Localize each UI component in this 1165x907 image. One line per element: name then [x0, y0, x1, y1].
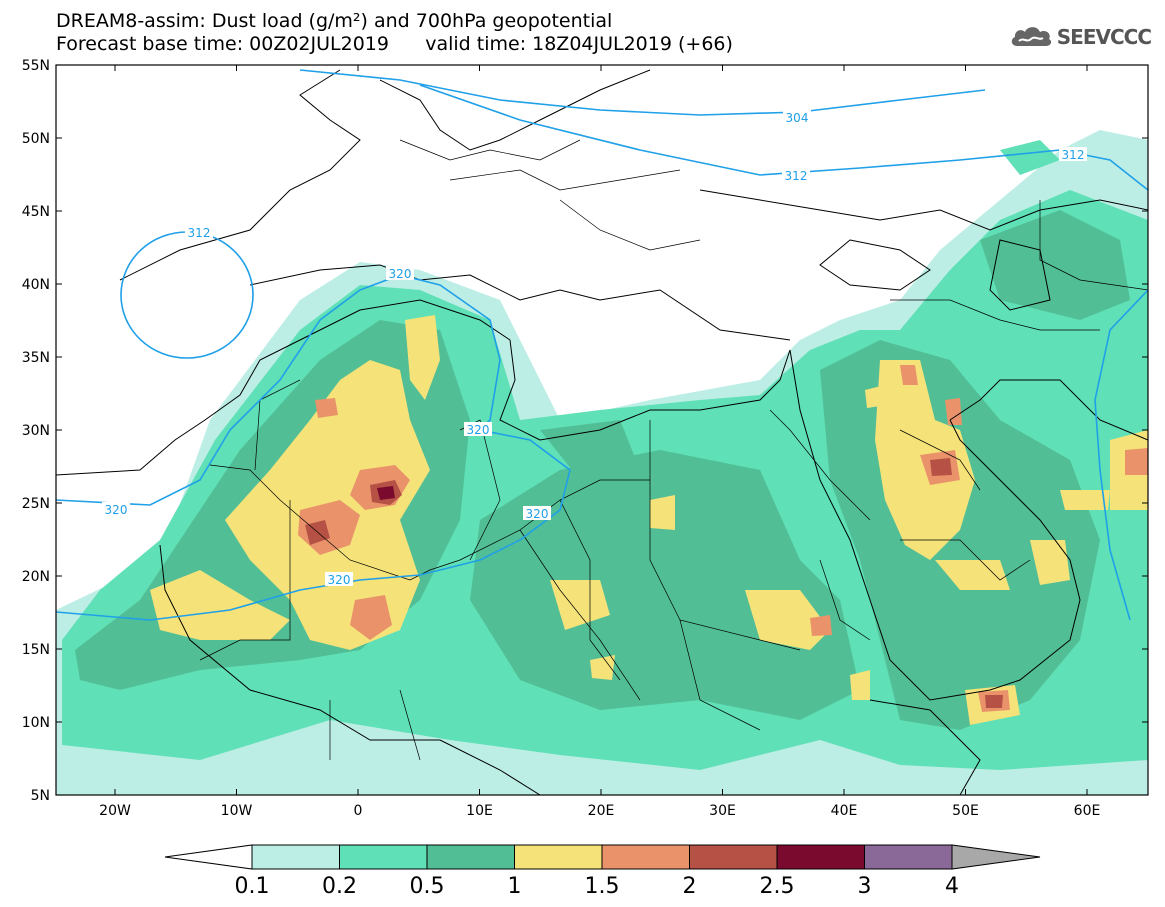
contour-label-bg [464, 422, 492, 436]
lat-label: 35N [22, 350, 50, 366]
valid-time: valid time: 18Z04JUL2019 (+66) [425, 33, 733, 55]
cloud-icon [1011, 27, 1051, 46]
colorbar-label: 3 [858, 874, 872, 899]
contour-label-bg [102, 502, 130, 516]
lat-label: 20N [22, 569, 50, 585]
chart-title: DREAM8-assim: Dust load (g/m²) and 700hP… [56, 10, 613, 32]
colorbar-label: 1.5 [585, 874, 620, 899]
colorbar-label: 2 [683, 874, 697, 899]
lon-label: 20E [588, 803, 615, 819]
contour-label: 320 [467, 423, 490, 437]
contour-label: 320 [105, 503, 128, 517]
lat-label: 50N [22, 131, 50, 147]
lon-label: 10W [221, 803, 253, 819]
lon-label: 50E [952, 803, 979, 819]
contour-label-bg [782, 168, 810, 182]
logo-text: SEEVCCC [1056, 25, 1152, 49]
seevccc-logo: SEEVCCC [1009, 24, 1152, 50]
dust-shading-2.5 [377, 486, 395, 500]
colorbar-swatch [864, 844, 953, 870]
lat-label: 25N [22, 496, 50, 512]
colorbar-label: 0.1 [235, 874, 270, 899]
colorbar-arrow-left [164, 844, 253, 870]
contour-label: 320 [389, 267, 412, 281]
contour-label-bg [386, 266, 414, 280]
colorbar-arrow-right [951, 844, 1041, 870]
contour-label-bg [185, 225, 213, 239]
colorbar-label: 0.2 [322, 874, 357, 899]
chart-subtitle: Forecast base time: 00Z02JUL2019 valid t… [56, 34, 733, 54]
forecast-base-time: Forecast base time: 00Z02JUL2019 [56, 33, 389, 55]
contour-label: 320 [526, 507, 549, 521]
colorbar-swatch [339, 844, 428, 870]
colorbar-label: 0.5 [410, 874, 445, 899]
colorbar-swatch [601, 844, 690, 870]
contour-label-bg [325, 572, 353, 586]
lat-label: 10N [22, 715, 50, 731]
longitude-labels: 20W 10W 0 10E 20E 30E 40E 50E 60E [99, 803, 1100, 819]
contour-label-bg [523, 506, 551, 520]
colorbar-swatch [426, 844, 515, 870]
contour-label-bg [1059, 147, 1087, 161]
colorbar-swatch [689, 844, 778, 870]
contour-label: 304 [786, 111, 809, 125]
colorbar-label: 1 [508, 874, 522, 899]
colorbar-label: 2.5 [760, 874, 795, 899]
lat-label: 45N [22, 204, 50, 220]
country-borders [199, 139, 1148, 761]
lat-label: 55N [22, 58, 50, 74]
colorbar-swatch [251, 844, 340, 870]
lon-label: 20W [99, 803, 131, 819]
lat-label: 40N [22, 277, 50, 293]
lat-label: 15N [22, 642, 50, 658]
lat-label: 30N [22, 423, 50, 439]
colorbar-swatch [514, 844, 603, 870]
contour-label-bg [783, 110, 811, 124]
colorbar: 0.1 0.2 0.5 1 1.5 2 2.5 3 4 [164, 844, 1041, 899]
latitude-labels: 55N 50N 45N 40N 35N 30N 25N 20N 15N 10N 5N [22, 58, 50, 804]
lon-label: 0 [354, 803, 363, 819]
contour-label: 312 [1062, 148, 1085, 162]
contour-labels: 304 312 312 312 320 320 320 320 320 [102, 110, 1087, 587]
colorbar-swatch [776, 844, 865, 870]
axis-ticks [56, 64, 1148, 796]
coastlines [56, 69, 1148, 795]
contour-label: 312 [785, 169, 808, 183]
contour-label: 312 [188, 226, 211, 240]
lon-label: 10E [466, 803, 493, 819]
lon-label: 60E [1074, 803, 1101, 819]
contour-label: 320 [328, 573, 351, 587]
lat-label: 5N [31, 788, 50, 804]
lon-label: 40E [831, 803, 858, 819]
colorbar-label: 4 [945, 874, 959, 899]
lon-label: 30E [709, 803, 736, 819]
